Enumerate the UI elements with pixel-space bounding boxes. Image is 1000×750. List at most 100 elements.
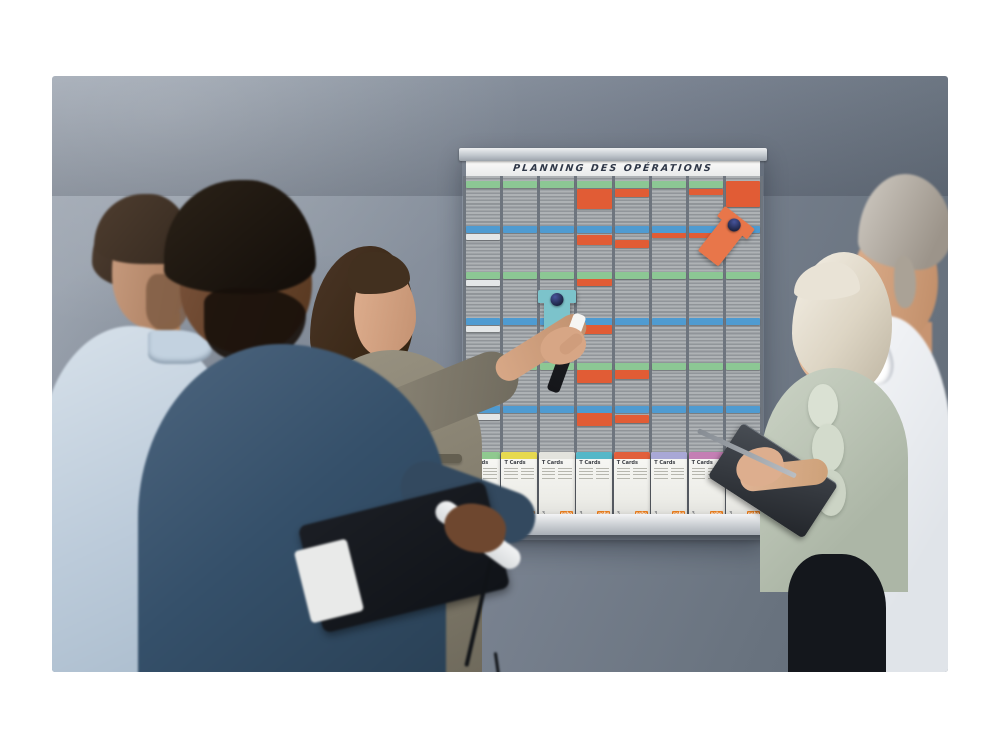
text-line — [504, 474, 518, 476]
text-line — [616, 477, 631, 479]
neck — [886, 322, 932, 364]
box-label: T Cards — [654, 460, 676, 466]
box-label: T Cards — [691, 460, 713, 466]
board-title-strip: PLANNING DES OPÉRATIONS — [466, 160, 760, 176]
box-color-strip — [538, 452, 575, 459]
slot-card — [651, 226, 686, 233]
slot-card — [466, 234, 501, 240]
slot-card — [503, 272, 538, 279]
face — [180, 204, 312, 354]
sage-blouse — [760, 368, 908, 592]
box-label: T Cards — [616, 460, 638, 466]
text-line — [654, 471, 668, 473]
text-line — [558, 477, 572, 479]
slot-card — [540, 226, 575, 233]
slot-card — [614, 415, 649, 423]
white-shirt — [840, 316, 948, 672]
slot-card — [688, 181, 723, 188]
slot-card — [577, 406, 612, 413]
text-line — [691, 477, 706, 479]
slot-card — [503, 181, 538, 188]
fine-print-column — [504, 468, 518, 481]
fine-print-column — [729, 468, 743, 481]
box-label: T Cards — [467, 460, 489, 466]
slot-card — [540, 181, 575, 188]
slot-card — [577, 272, 612, 279]
fine-print-column — [745, 468, 759, 481]
fine-print-column — [541, 468, 556, 481]
text-line — [520, 468, 535, 469]
text-line — [558, 468, 572, 469]
text-line — [708, 471, 722, 473]
text-line — [633, 477, 647, 479]
black-trousers — [788, 554, 886, 672]
slot-card — [503, 226, 538, 233]
slot-card — [614, 363, 649, 370]
slot-card — [614, 272, 649, 279]
face-profile — [112, 216, 188, 328]
t-card-stem — [544, 303, 570, 342]
box-color-strip — [688, 452, 725, 459]
olive-top — [296, 350, 482, 672]
nobo-logo: nobo — [559, 510, 573, 517]
face-profile — [354, 264, 416, 356]
blouse-ruffle — [812, 424, 844, 472]
sideburn — [894, 256, 916, 308]
board-top-rail — [459, 148, 767, 161]
fine-print-column — [616, 468, 631, 481]
fine-print-column — [708, 468, 722, 481]
slot-card — [688, 406, 723, 413]
text-line — [467, 474, 481, 476]
text-line — [670, 468, 685, 469]
face-profile — [854, 224, 938, 342]
fine-print-column — [558, 468, 572, 481]
eye — [810, 322, 815, 325]
text-line — [579, 477, 593, 479]
slot-card — [577, 363, 612, 370]
text-line — [541, 471, 556, 473]
text-line — [558, 474, 572, 476]
text-line — [483, 471, 497, 473]
slot-card — [614, 189, 649, 197]
t-cards-box-3: T Cards3nobo — [538, 452, 575, 520]
short-hair-top — [94, 194, 190, 264]
text-line — [483, 468, 497, 469]
slot-card — [577, 189, 612, 209]
neck — [140, 312, 180, 350]
box-color-strip — [576, 452, 613, 459]
slot-card — [577, 235, 612, 245]
box-color-strip — [613, 452, 650, 459]
text-line — [633, 471, 647, 473]
text-line — [467, 471, 481, 473]
t-cards-box-7: T Cards3nobo — [688, 452, 725, 520]
text-line — [745, 468, 759, 469]
text-line — [616, 468, 631, 469]
slot-card — [651, 363, 686, 370]
t-card-planning-board: T Cards3noboT Cards3noboT Cards3noboT Ca… — [456, 148, 770, 540]
slot-card — [466, 326, 501, 332]
face-profile — [794, 284, 852, 380]
slot-card — [466, 226, 501, 233]
slot-card — [614, 370, 649, 379]
text-line — [670, 474, 685, 476]
text-line — [595, 477, 610, 479]
text-line — [691, 468, 706, 469]
text-line — [745, 477, 759, 479]
fine-print-column — [633, 468, 647, 481]
t-cards-box-5: T Cards3nobo — [613, 452, 650, 520]
teal-pinned-t-card — [538, 290, 576, 342]
text-line — [558, 471, 572, 473]
text-line — [691, 474, 706, 476]
slot-card — [577, 318, 612, 325]
slot-card — [688, 233, 723, 238]
text-line — [483, 474, 497, 476]
box-color-strip — [651, 452, 688, 459]
nobo-logo: nobo — [597, 510, 611, 517]
text-line — [633, 474, 647, 476]
slot-card — [466, 280, 501, 286]
slot-card — [688, 363, 723, 370]
text-line — [633, 468, 647, 469]
nobo-logo: nobo — [634, 510, 648, 517]
text-line — [729, 477, 743, 479]
shirt-collar — [148, 330, 212, 364]
